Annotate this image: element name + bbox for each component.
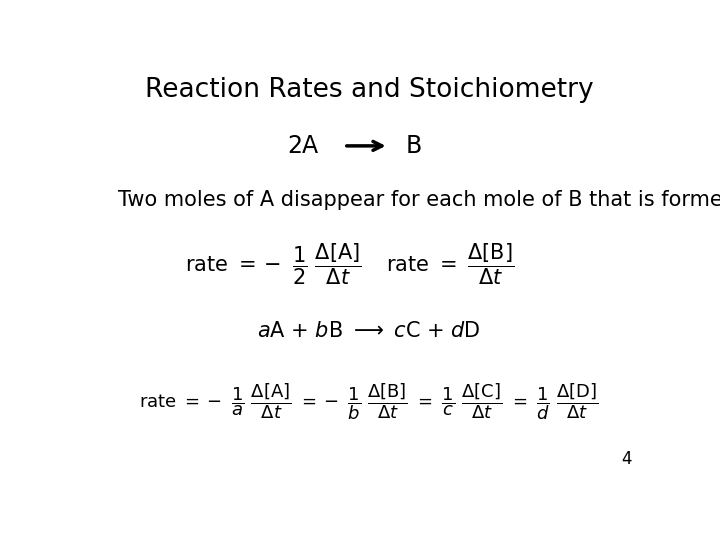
Text: rate $=\ \dfrac{\Delta[\mathrm{B}]}{\Delta t}$: rate $=\ \dfrac{\Delta[\mathrm{B}]}{\Del…	[386, 241, 514, 287]
Text: 2A: 2A	[288, 134, 319, 158]
Text: rate $= -\ \dfrac{1}{2}\ \dfrac{\Delta[\mathrm{A}]}{\Delta t}$: rate $= -\ \dfrac{1}{2}\ \dfrac{\Delta[\…	[185, 241, 361, 287]
Text: Two moles of A disappear for each mole of B that is formed.: Two moles of A disappear for each mole o…	[118, 190, 720, 210]
Text: rate $= -\ \dfrac{1}{a}\ \dfrac{\Delta[\mathrm{A}]}{\Delta t}\ = -\ \dfrac{1}{b}: rate $= -\ \dfrac{1}{a}\ \dfrac{\Delta[\…	[140, 381, 598, 422]
Text: $a$A $+$ $b$B $\longrightarrow$ $c$C $+$ $d$D: $a$A $+$ $b$B $\longrightarrow$ $c$C $+$…	[257, 321, 481, 341]
Text: B: B	[405, 134, 421, 158]
Text: 4: 4	[621, 450, 631, 468]
Text: Reaction Rates and Stoichiometry: Reaction Rates and Stoichiometry	[145, 77, 593, 103]
